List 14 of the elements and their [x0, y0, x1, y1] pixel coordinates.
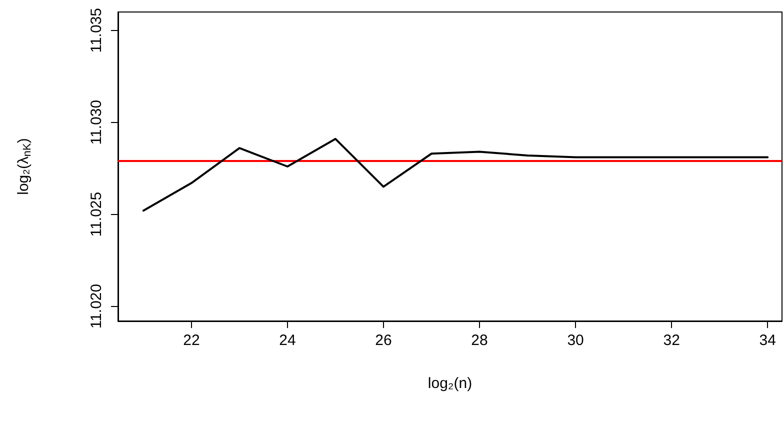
y-axis-title: log₂(λnK)	[15, 138, 34, 195]
x-tick-label: 30	[567, 332, 584, 349]
x-tick-label: 32	[663, 332, 680, 349]
x-tick-label: 28	[471, 332, 488, 349]
y-tick-label: 11.020	[88, 284, 105, 329]
x-tick-label: 24	[279, 332, 296, 349]
x-tick-label: 26	[375, 332, 392, 349]
y-tick-label: 11.035	[88, 8, 105, 53]
x-tick-label: 22	[183, 332, 200, 349]
y-tick-label: 11.025	[88, 192, 105, 237]
x-axis-title: log₂(n)	[428, 375, 472, 392]
y-tick-label: 11.030	[88, 100, 105, 145]
line-series	[142, 138, 769, 212]
x-tick-label: 34	[759, 332, 776, 349]
